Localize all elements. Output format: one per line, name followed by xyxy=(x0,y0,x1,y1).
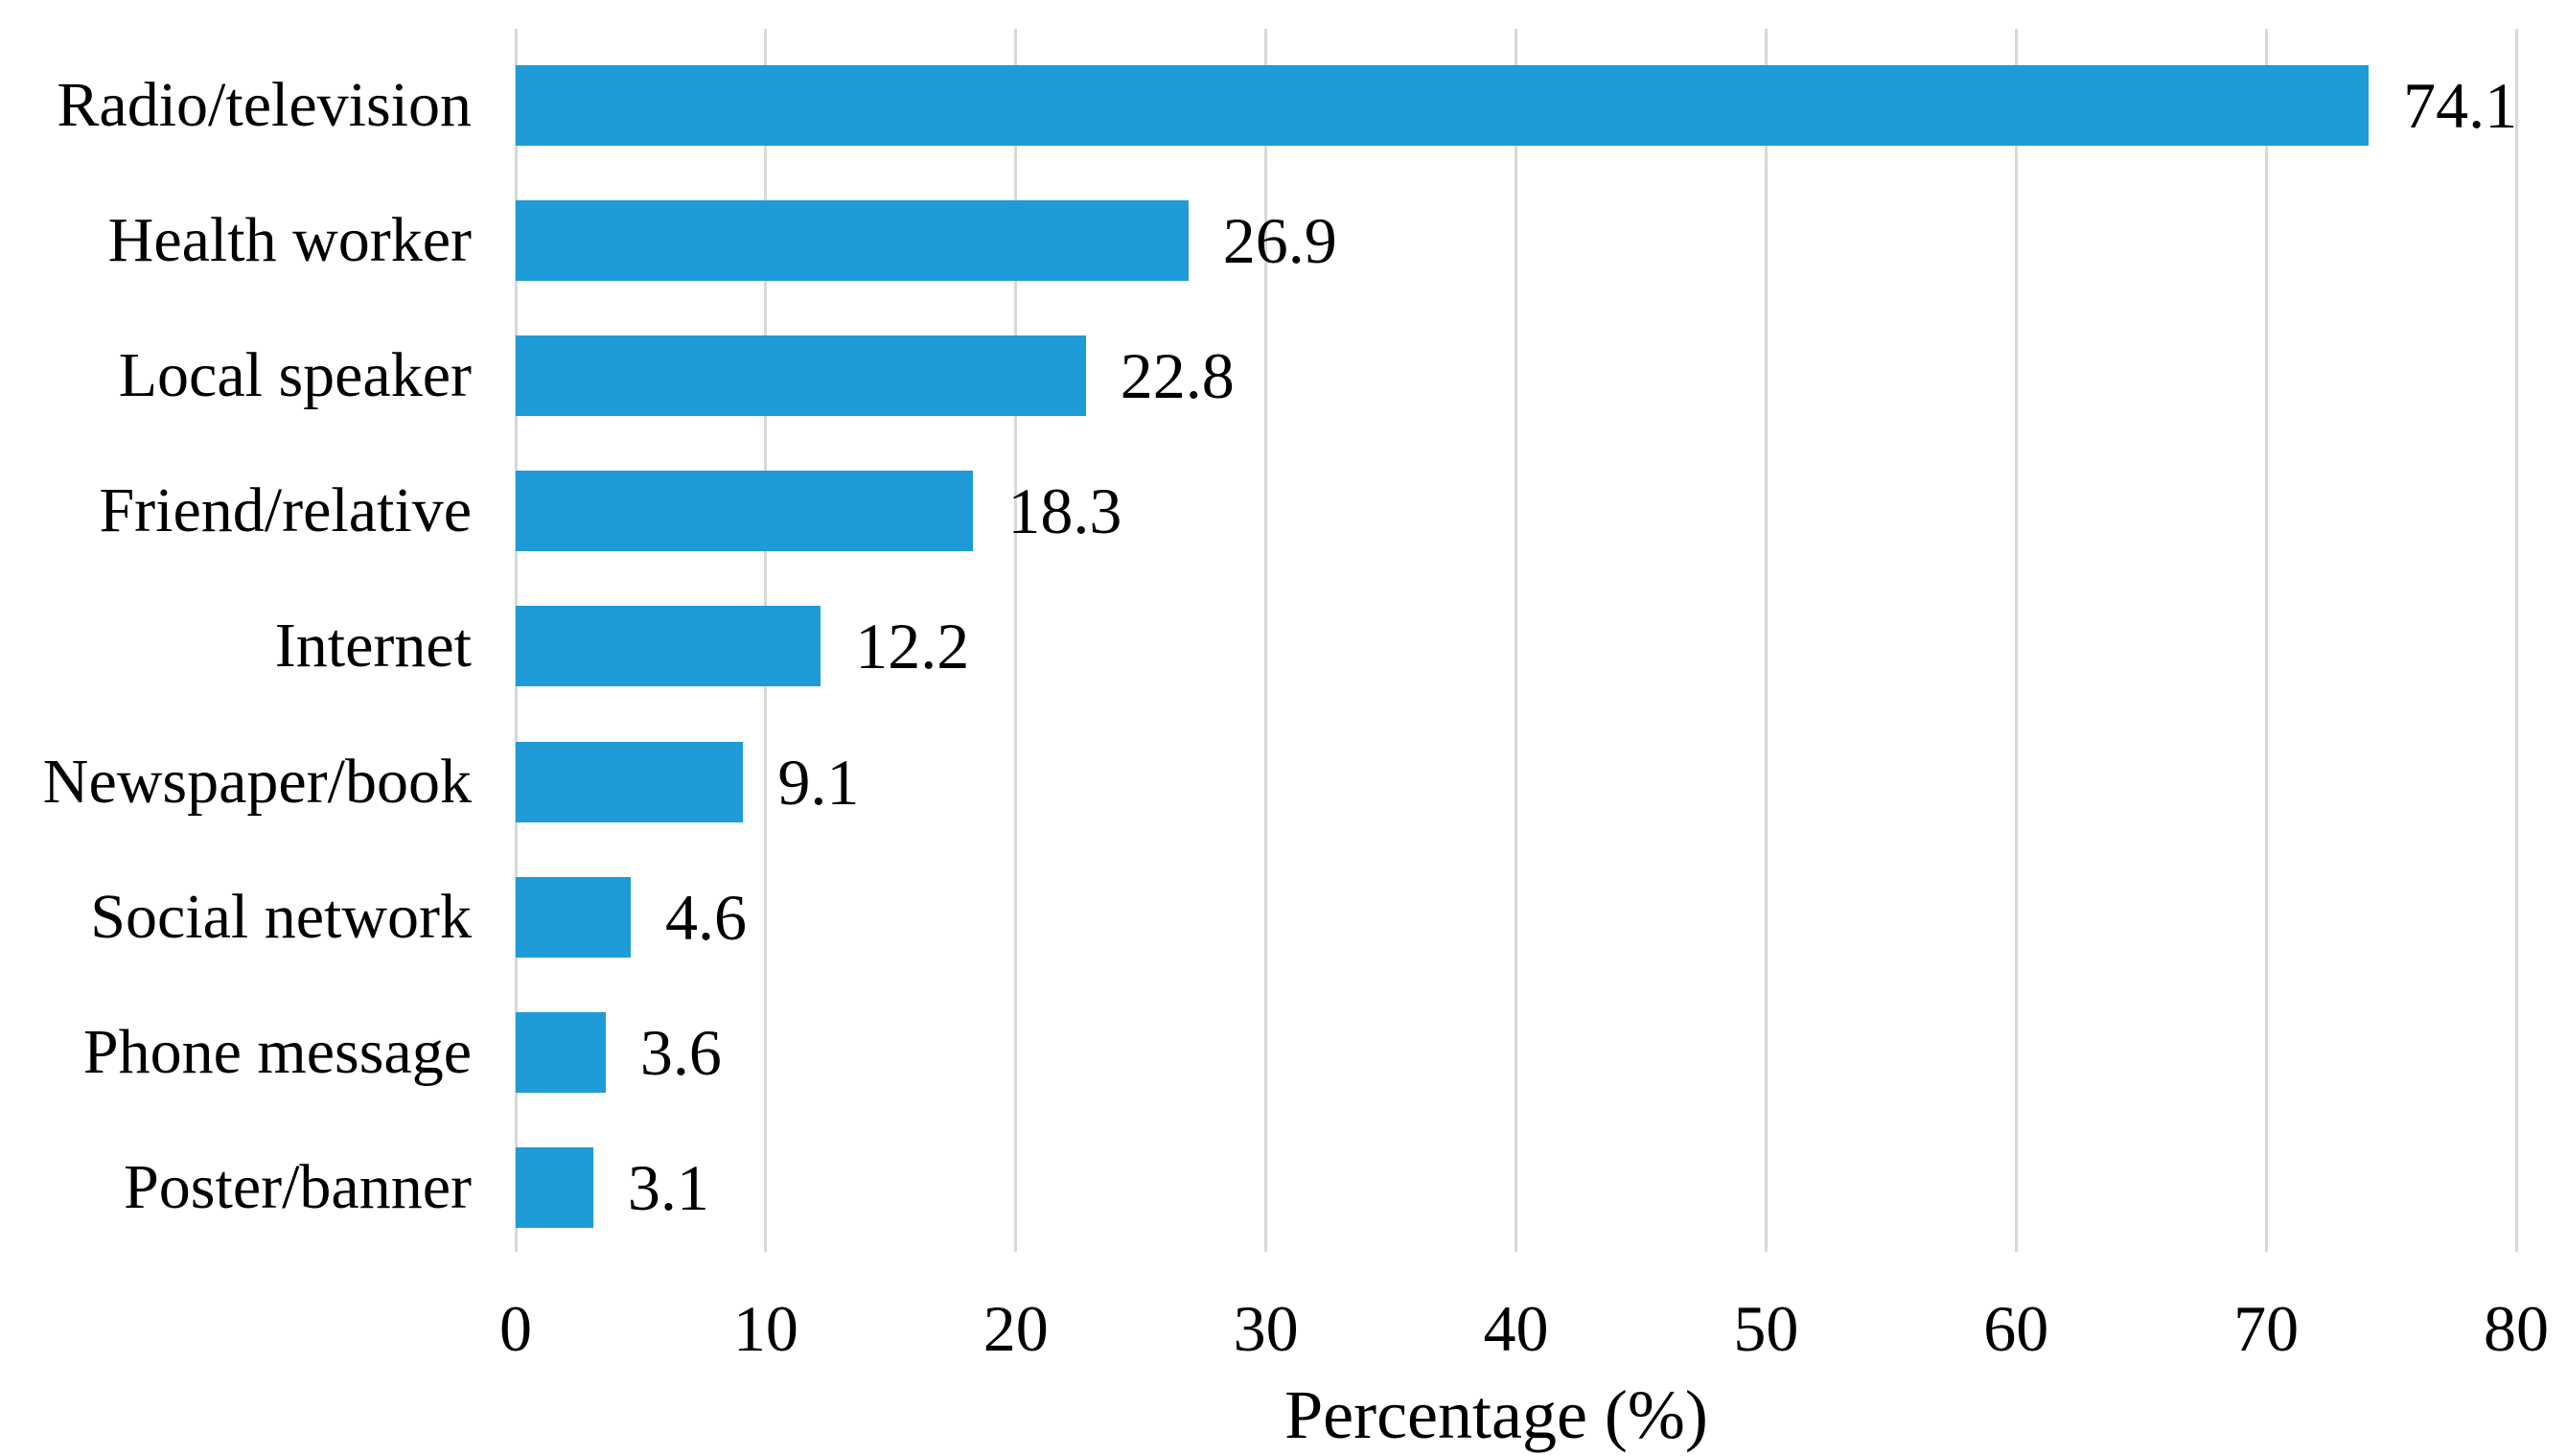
category-label-local-speaker: Local speaker xyxy=(118,340,472,410)
bar-local-speaker xyxy=(516,335,1086,416)
x-tick-label-0: 0 xyxy=(499,1292,532,1365)
category-label-phone-message: Phone message xyxy=(82,1017,472,1087)
category-label-poster-banner: Poster/banner xyxy=(124,1152,472,1223)
category-label-friend-relative: Friend/relative xyxy=(99,475,472,546)
gridline-50 xyxy=(1764,29,1768,1252)
x-tick-label-60: 60 xyxy=(1983,1292,2049,1365)
bar-friend-relative xyxy=(516,471,974,552)
value-label-health-worker: 26.9 xyxy=(1222,203,1337,277)
category-label-health-worker: Health worker xyxy=(107,204,472,275)
category-label-newspaper-book: Newspaper/book xyxy=(42,746,472,817)
bar-poster-banner xyxy=(516,1147,593,1229)
value-label-poster-banner: 3.1 xyxy=(627,1151,709,1225)
gridline-40 xyxy=(1515,29,1517,1252)
x-tick-label-40: 40 xyxy=(1483,1292,1549,1365)
gridline-70 xyxy=(2264,29,2268,1252)
bar-internet xyxy=(516,606,821,687)
value-label-social-network: 4.6 xyxy=(665,880,747,954)
value-label-newspaper-book: 9.1 xyxy=(777,745,860,819)
gridline-80 xyxy=(2514,29,2518,1252)
x-axis-title: Percentage (%) xyxy=(1284,1376,1708,1453)
x-tick-label-80: 80 xyxy=(2484,1292,2549,1365)
bar-phone-message xyxy=(516,1012,606,1093)
x-tick-label-70: 70 xyxy=(2233,1292,2300,1365)
x-tick-label-50: 50 xyxy=(1733,1292,1799,1365)
value-label-radio-television: 74.1 xyxy=(2403,68,2518,142)
category-label-social-network: Social network xyxy=(90,881,472,952)
category-label-radio-television: Radio/television xyxy=(57,69,472,140)
value-label-local-speaker: 22.8 xyxy=(1120,339,1235,412)
gridline-20 xyxy=(1014,29,1018,1252)
bar-radio-television xyxy=(516,64,2370,146)
bar-health-worker xyxy=(516,199,1189,281)
x-tick-label-20: 20 xyxy=(983,1292,1049,1365)
x-tick-label-10: 10 xyxy=(732,1292,798,1365)
value-label-phone-message: 3.6 xyxy=(639,1016,722,1089)
category-label-internet: Internet xyxy=(274,611,472,682)
gridline-60 xyxy=(2014,29,2018,1252)
bar-newspaper-book xyxy=(516,741,744,822)
value-label-friend-relative: 18.3 xyxy=(1007,474,1122,548)
value-label-internet: 12.2 xyxy=(855,610,970,683)
x-tick-label-30: 30 xyxy=(1233,1292,1299,1365)
gridline-30 xyxy=(1264,29,1268,1252)
bar-social-network xyxy=(516,876,631,958)
